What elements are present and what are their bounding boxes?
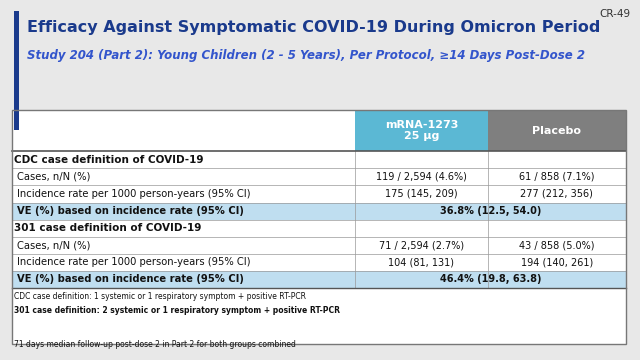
- Text: 36.8% (12.5, 54.0): 36.8% (12.5, 54.0): [440, 206, 541, 216]
- Text: 301 case definition of COVID-19: 301 case definition of COVID-19: [14, 223, 202, 233]
- Text: 43 / 858 (5.0%): 43 / 858 (5.0%): [519, 240, 595, 250]
- Text: Efficacy Against Symptomatic COVID-19 During Omicron Period: Efficacy Against Symptomatic COVID-19 Du…: [27, 20, 600, 35]
- Text: Study 204 (Part 2): Young Children (2 - 5 Years), Per Protocol, ≥14 Days Post-Do: Study 204 (Part 2): Young Children (2 - …: [27, 49, 585, 62]
- Text: Cases, n/N (%): Cases, n/N (%): [17, 172, 90, 182]
- Text: 194 (140, 261): 194 (140, 261): [521, 257, 593, 267]
- Text: 46.4% (19.8, 63.8): 46.4% (19.8, 63.8): [440, 274, 541, 284]
- Text: 71 days median follow-up post-dose 2 in Part 2 for both groups combined: 71 days median follow-up post-dose 2 in …: [14, 340, 296, 349]
- Text: CR-49: CR-49: [599, 9, 630, 19]
- Text: 104 (81, 131): 104 (81, 131): [388, 257, 454, 267]
- Text: Incidence rate per 1000 person-years (95% CI): Incidence rate per 1000 person-years (95…: [17, 257, 250, 267]
- Text: 175 (145, 209): 175 (145, 209): [385, 189, 458, 199]
- Text: 119 / 2,594 (4.6%): 119 / 2,594 (4.6%): [376, 172, 467, 182]
- Text: 71 / 2,594 (2.7%): 71 / 2,594 (2.7%): [379, 240, 464, 250]
- Text: 277 (212, 356): 277 (212, 356): [520, 189, 593, 199]
- Text: Incidence rate per 1000 person-years (95% CI): Incidence rate per 1000 person-years (95…: [17, 189, 250, 199]
- Text: mRNA-1273
25 μg: mRNA-1273 25 μg: [385, 120, 458, 141]
- Text: Cases, n/N (%): Cases, n/N (%): [17, 240, 90, 250]
- Text: VE (%) based on incidence rate (95% CI): VE (%) based on incidence rate (95% CI): [17, 206, 243, 216]
- Text: Placebo: Placebo: [532, 126, 581, 135]
- Text: 301 case definition: 2 systemic or 1 respiratory symptom + positive RT-PCR: 301 case definition: 2 systemic or 1 res…: [14, 306, 340, 315]
- Text: 61 / 858 (7.1%): 61 / 858 (7.1%): [519, 172, 595, 182]
- Text: CDC case definition: 1 systemic or 1 respiratory symptom + positive RT-PCR: CDC case definition: 1 systemic or 1 res…: [14, 292, 306, 301]
- Text: VE (%) based on incidence rate (95% CI): VE (%) based on incidence rate (95% CI): [17, 274, 243, 284]
- Text: CDC case definition of COVID-19: CDC case definition of COVID-19: [14, 155, 204, 165]
